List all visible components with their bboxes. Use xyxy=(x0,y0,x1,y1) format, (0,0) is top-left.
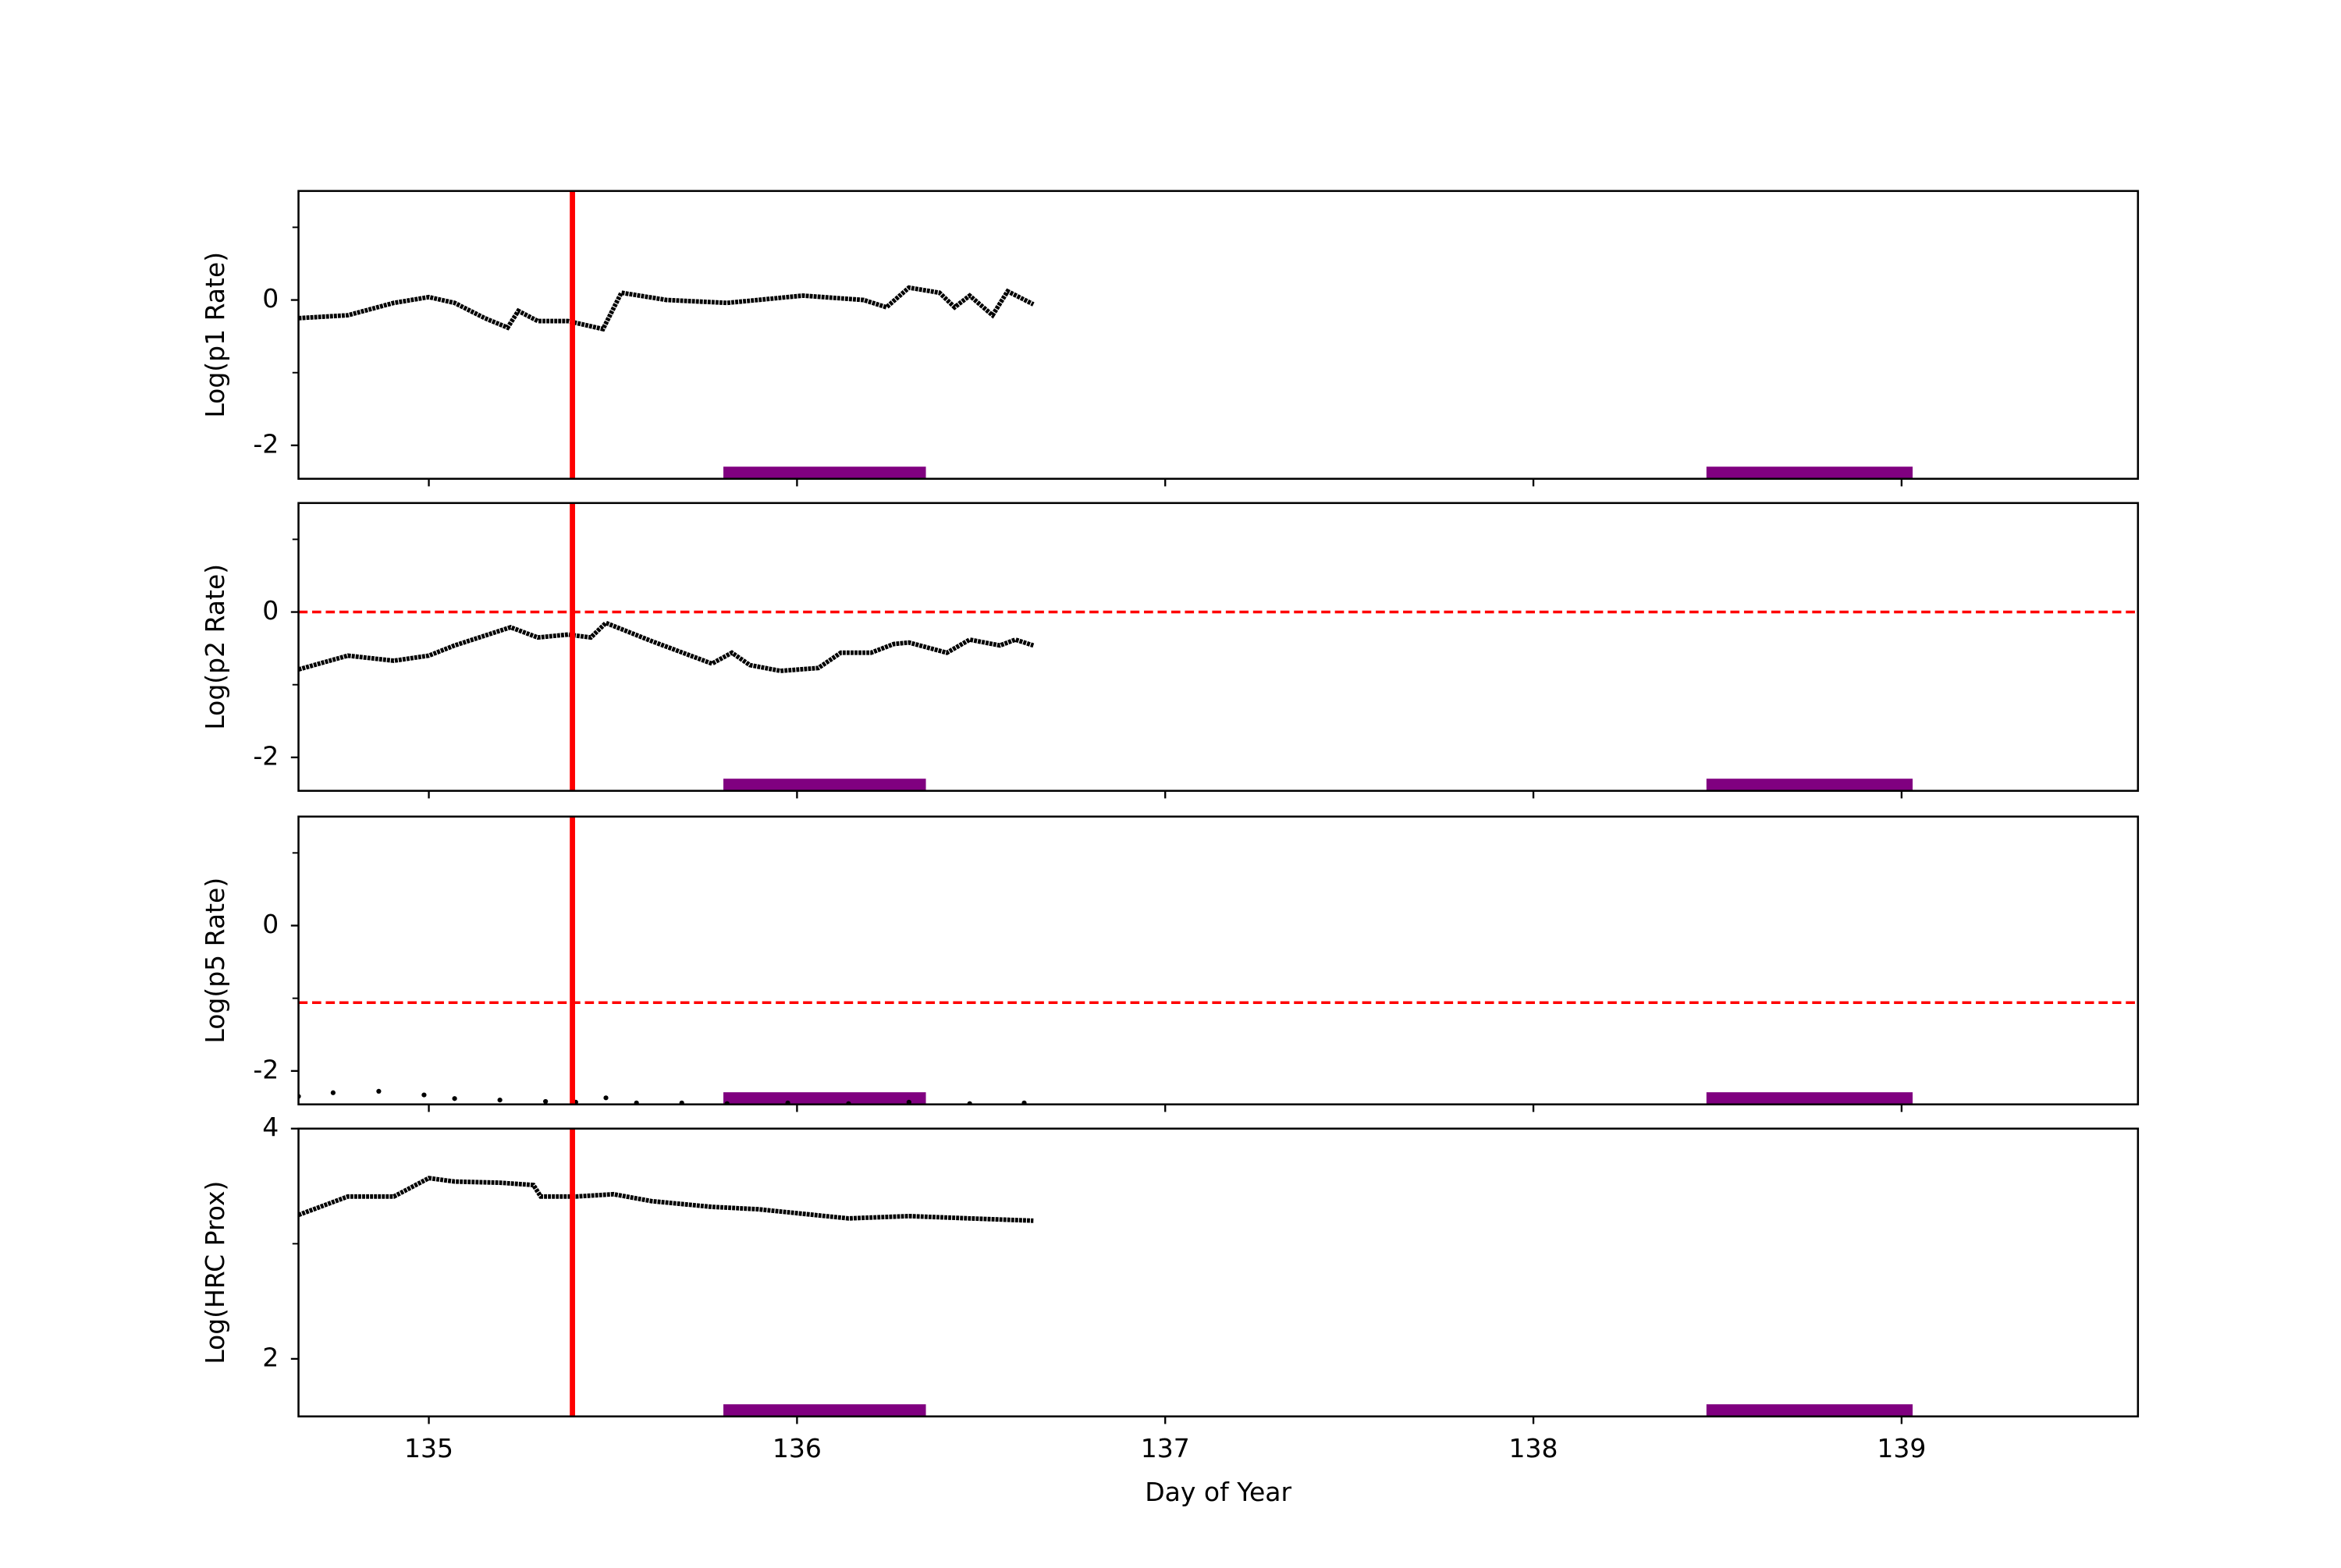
x-axis-label: Day of Year xyxy=(1145,1477,1291,1507)
data-point xyxy=(452,1096,457,1102)
y-axis-label: Log(p1 Rate) xyxy=(200,252,230,418)
y-axis-label: Log(p2 Rate) xyxy=(200,564,230,730)
data-point xyxy=(603,1095,609,1101)
data-line xyxy=(298,1176,1034,1223)
span-bar xyxy=(1706,1092,1913,1105)
plot-area xyxy=(298,502,2138,791)
span-bar xyxy=(723,779,926,791)
y-tick-label: 2 xyxy=(262,1342,279,1372)
axes-frame xyxy=(297,815,2140,1105)
y-tick-label: -2 xyxy=(253,740,279,771)
x-tick-label: 138 xyxy=(1509,1433,1558,1463)
y-tick-label: 4 xyxy=(262,1112,279,1142)
data-point xyxy=(330,1090,336,1095)
span-bar xyxy=(1706,466,1913,479)
plot-area xyxy=(298,816,2138,1105)
y-tick-label: 0 xyxy=(262,595,279,626)
x-tick-label: 136 xyxy=(773,1433,822,1463)
y-tick-label: -2 xyxy=(253,428,279,459)
axes-frame xyxy=(297,190,2140,480)
data-point xyxy=(906,1099,911,1105)
x-tick-label: 135 xyxy=(404,1433,453,1463)
y-tick-label: 0 xyxy=(262,909,279,939)
span-bar xyxy=(1706,1404,1913,1417)
data-point xyxy=(376,1088,382,1094)
data-line xyxy=(298,620,1035,673)
span-bar xyxy=(723,1092,926,1105)
data-point xyxy=(543,1098,549,1105)
axes-frame xyxy=(297,502,2140,793)
span-bar xyxy=(1706,779,1913,791)
plot-area xyxy=(298,190,1913,479)
x-tick-label: 137 xyxy=(1141,1433,1190,1463)
data-point xyxy=(497,1097,503,1103)
data-line xyxy=(298,285,1035,332)
y-axis-label: Log(HRC Prox) xyxy=(200,1181,230,1364)
span-bar xyxy=(723,1404,926,1417)
y-tick-label: 0 xyxy=(262,283,279,314)
plot-area xyxy=(298,1128,1913,1417)
data-point xyxy=(421,1092,427,1098)
y-axis-label: Log(p5 Rate) xyxy=(200,878,230,1044)
x-tick-label: 139 xyxy=(1877,1433,1926,1463)
y-tick-label: -2 xyxy=(253,1054,279,1084)
axes-frame xyxy=(297,1127,2140,1417)
span-bar xyxy=(723,466,926,479)
